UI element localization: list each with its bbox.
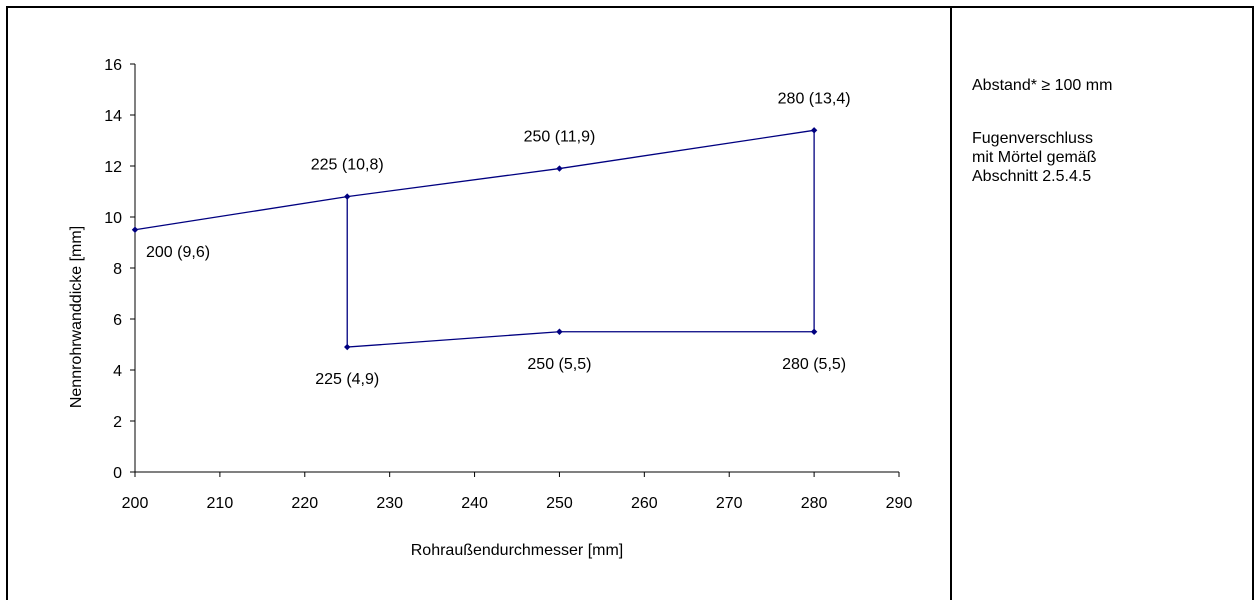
y-tick-label: 16 [104, 57, 122, 74]
x-tick-label: 240 [461, 495, 488, 512]
data-point [131, 226, 139, 233]
data-point [344, 193, 351, 200]
data-label: 250 (5,5) [527, 356, 591, 373]
distance-note: Abstand* ≥ 100 mm [972, 77, 1113, 94]
x-tick-label: 270 [716, 495, 743, 512]
y-tick-label: 4 [113, 363, 122, 380]
data-label: 280 (13,4) [778, 90, 851, 107]
data-label: 200 (9,6) [146, 244, 210, 261]
x-tick-label: 250 [546, 495, 573, 512]
joint-note: Fugenverschluss mit Mörtel gemäß Abschni… [972, 130, 1097, 185]
outer-frame [6, 6, 1254, 600]
side-notes: Abstand* ≥ 100 mm Fugenverschluss mit Mö… [972, 76, 1242, 220]
x-axis-label: Rohraußendurchmesser [mm] [411, 542, 624, 559]
series-polygon [131, 127, 818, 351]
x-tick-label: 200 [122, 495, 149, 512]
y-tick-label: 0 [113, 465, 122, 482]
data-point [344, 343, 351, 351]
axes: 0 2 4 6 8 10 12 14 16 200 210 220 230 240 250 260 270 280… [104, 57, 912, 512]
x-tick-label: 210 [207, 495, 234, 512]
data-point [556, 328, 563, 335]
x-tick-label: 230 [376, 495, 403, 512]
x-tick-label: 220 [291, 495, 318, 512]
series-line [134, 129, 815, 348]
data-point [810, 328, 818, 335]
data-label: 280 (5,5) [782, 356, 846, 373]
x-tick-label: 280 [801, 495, 828, 512]
y-tick-label: 8 [113, 261, 122, 278]
y-axis-label: Nennrohrwanddicke [mm] [68, 226, 85, 408]
data-point [556, 165, 563, 172]
y-tick-label: 2 [113, 414, 122, 431]
data-point [810, 127, 818, 134]
data-label: 225 (4,9) [315, 371, 379, 388]
point-labels: 200 (9,6) 225 (10,8) 250 (11,9) 280 (13,4) 2… [146, 90, 851, 388]
y-tick-label: 6 [113, 312, 122, 329]
x-tick-label: 260 [631, 495, 658, 512]
panel-divider [950, 6, 952, 600]
x-tick-label: 290 [886, 495, 913, 512]
y-tick-label: 12 [104, 159, 122, 176]
data-label: 225 (10,8) [311, 157, 384, 174]
data-label: 250 (11,9) [524, 129, 596, 146]
chart: 0 2 4 6 8 10 12 14 16 200 210 220 230 240 250 260 270 280… [68, 57, 912, 559]
y-tick-label: 10 [104, 210, 122, 227]
y-tick-label: 14 [104, 108, 122, 125]
